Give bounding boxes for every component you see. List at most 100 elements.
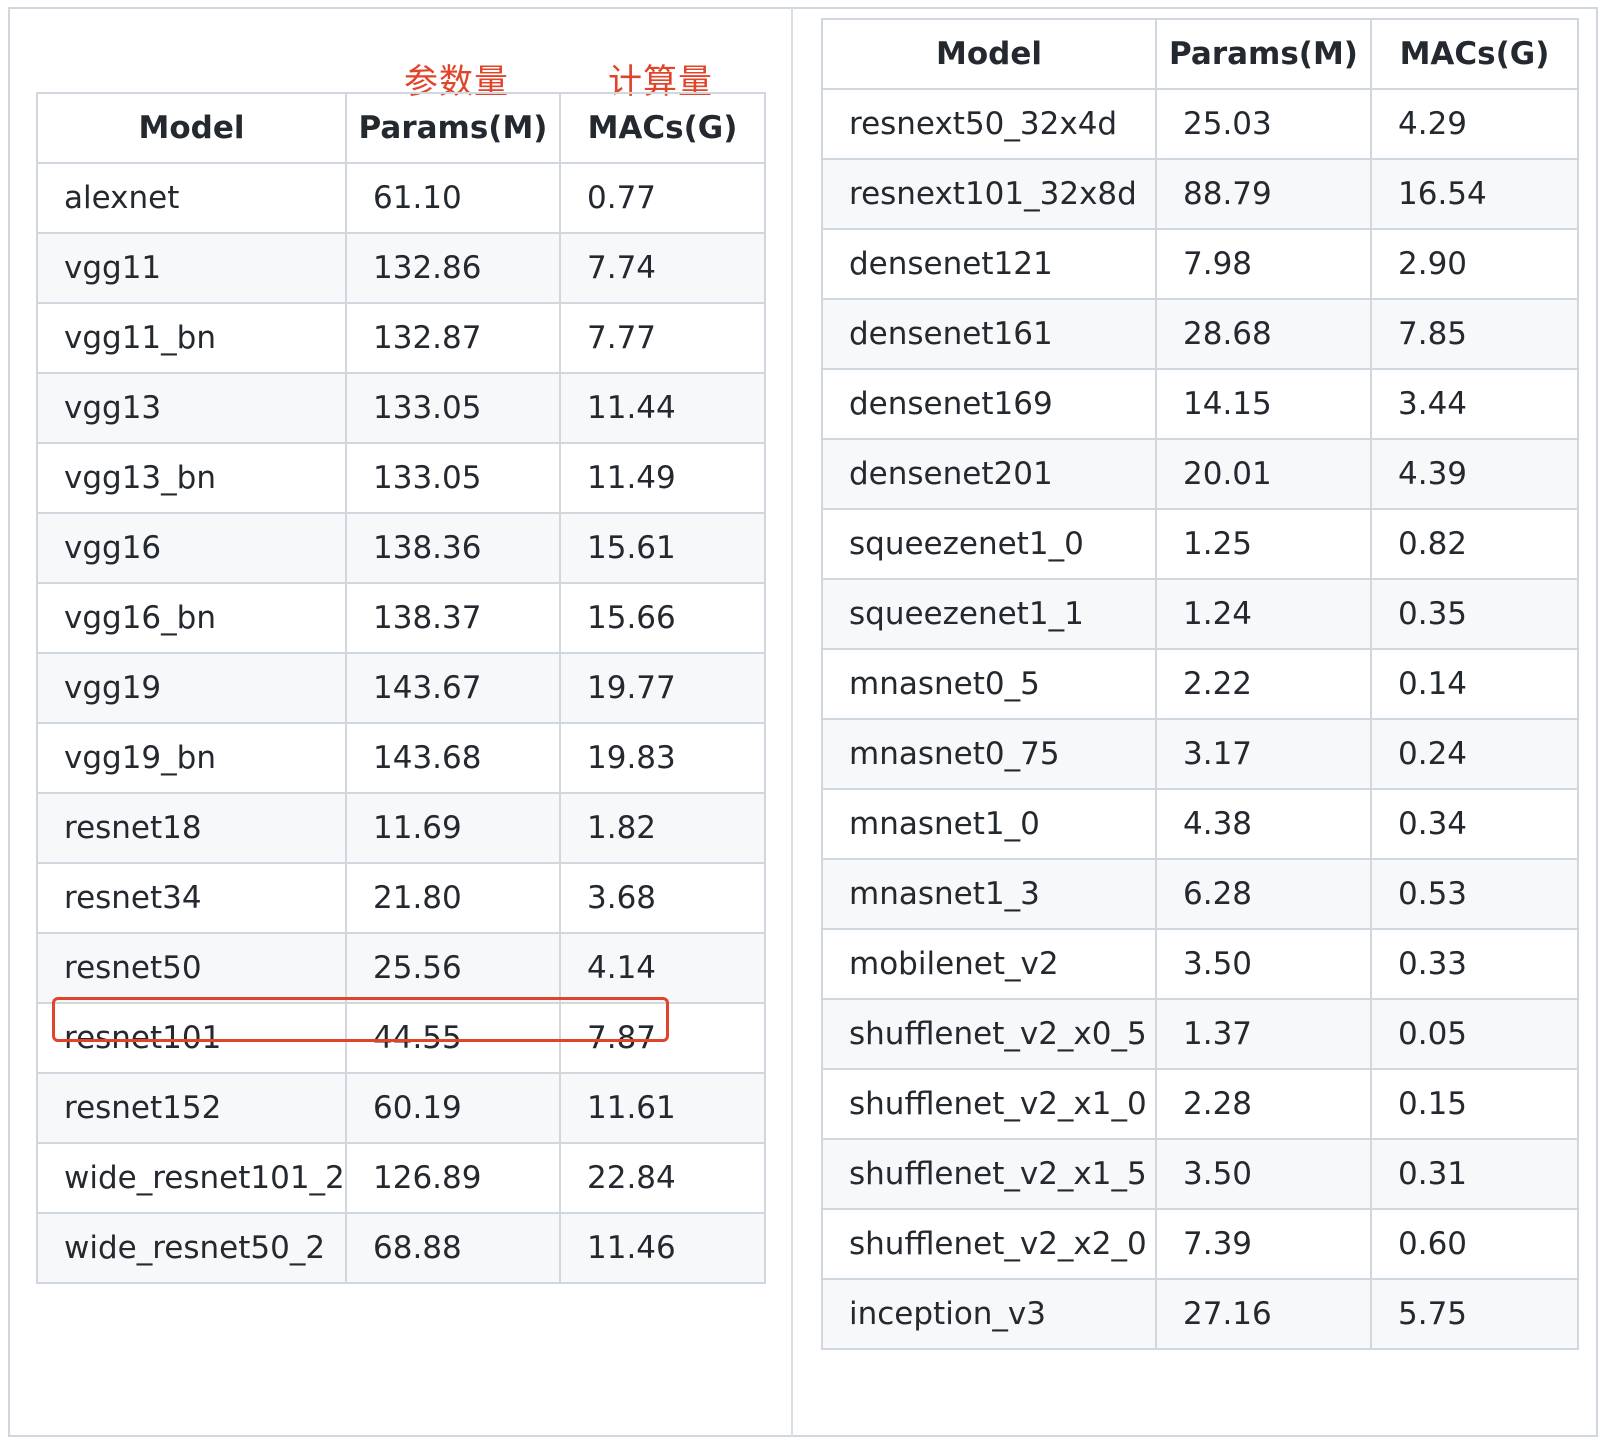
left-model-table: Model Params(M) MACs(G) alexnet 61.10 0.77 vg…	[36, 92, 766, 1284]
cell-params: 2.22	[1155, 648, 1372, 720]
table-row: resnet18 11.69 1.82	[36, 792, 766, 864]
cell-macs: 15.61	[559, 512, 766, 584]
cell-params: 138.37	[345, 582, 561, 654]
cell-model: shufflenet_v2_x1_5	[821, 1138, 1157, 1210]
cell-macs: 0.24	[1370, 718, 1579, 790]
header-macs: MACs(G)	[559, 92, 766, 164]
cell-model: resnext50_32x4d	[821, 88, 1157, 160]
table-row: wide_resnet101_2 126.89 22.84	[36, 1142, 766, 1214]
cell-macs: 2.90	[1370, 228, 1579, 300]
cell-model: wide_resnet50_2	[36, 1212, 347, 1284]
table-row: vgg13_bn 133.05 11.49	[36, 442, 766, 514]
cell-params: 88.79	[1155, 158, 1372, 230]
cell-params: 143.68	[345, 722, 561, 794]
cell-params: 60.19	[345, 1072, 561, 1144]
cell-macs: 0.77	[559, 162, 766, 234]
cell-params: 44.55	[345, 1002, 561, 1074]
cell-params: 1.37	[1155, 998, 1372, 1070]
header-row: Model Params(M) MACs(G)	[821, 18, 1579, 90]
cell-params: 68.88	[345, 1212, 561, 1284]
cell-params: 3.50	[1155, 928, 1372, 1000]
cell-params: 2.28	[1155, 1068, 1372, 1140]
cell-model: vgg16	[36, 512, 347, 584]
cell-macs: 0.14	[1370, 648, 1579, 720]
cell-params: 133.05	[345, 372, 561, 444]
table-row: vgg16 138.36 15.61	[36, 512, 766, 584]
cell-macs: 7.85	[1370, 298, 1579, 370]
table-row: resnext50_32x4d 25.03 4.29	[821, 88, 1579, 160]
table-row: alexnet 61.10 0.77	[36, 162, 766, 234]
table-row: shufflenet_v2_x0_5 1.37 0.05	[821, 998, 1579, 1070]
cell-params: 132.86	[345, 232, 561, 304]
cell-macs: 0.53	[1370, 858, 1579, 930]
cell-model: densenet201	[821, 438, 1157, 510]
cell-model: vgg13	[36, 372, 347, 444]
table-row: vgg11_bn 132.87 7.77	[36, 302, 766, 374]
cell-macs: 4.29	[1370, 88, 1579, 160]
header-row: Model Params(M) MACs(G)	[36, 92, 766, 164]
cell-params: 7.39	[1155, 1208, 1372, 1280]
cell-model: vgg11_bn	[36, 302, 347, 374]
table-row: densenet201 20.01 4.39	[821, 438, 1579, 510]
cell-params: 28.68	[1155, 298, 1372, 370]
cell-macs: 11.46	[559, 1212, 766, 1284]
header-params: Params(M)	[345, 92, 561, 164]
cell-model: mnasnet1_0	[821, 788, 1157, 860]
cell-params: 6.28	[1155, 858, 1372, 930]
cell-macs: 19.83	[559, 722, 766, 794]
cell-macs: 16.54	[1370, 158, 1579, 230]
table-row: wide_resnet50_2 68.88 11.46	[36, 1212, 766, 1284]
table-row: inception_v3 27.16 5.75	[821, 1278, 1579, 1350]
cell-params: 3.50	[1155, 1138, 1372, 1210]
header-model: Model	[36, 92, 347, 164]
cell-macs: 22.84	[559, 1142, 766, 1214]
table-row: vgg16_bn 138.37 15.66	[36, 582, 766, 654]
cell-params: 14.15	[1155, 368, 1372, 440]
cell-params: 143.67	[345, 652, 561, 724]
cell-macs: 0.31	[1370, 1138, 1579, 1210]
cell-params: 20.01	[1155, 438, 1372, 510]
cell-model: shufflenet_v2_x2_0	[821, 1208, 1157, 1280]
cell-macs: 7.87	[559, 1002, 766, 1074]
cell-macs: 0.33	[1370, 928, 1579, 1000]
cell-model: resnet18	[36, 792, 347, 864]
cell-params: 132.87	[345, 302, 561, 374]
cell-macs: 15.66	[559, 582, 766, 654]
table-row: squeezenet1_1 1.24 0.35	[821, 578, 1579, 650]
cell-model: mnasnet0_75	[821, 718, 1157, 790]
table-row: vgg11 132.86 7.74	[36, 232, 766, 304]
cell-model: inception_v3	[821, 1278, 1157, 1350]
table-row: mobilenet_v2 3.50 0.33	[821, 928, 1579, 1000]
cell-macs: 5.75	[1370, 1278, 1579, 1350]
cell-model: mobilenet_v2	[821, 928, 1157, 1000]
cell-params: 133.05	[345, 442, 561, 514]
cell-params: 25.03	[1155, 88, 1372, 160]
cell-macs: 11.44	[559, 372, 766, 444]
table-row: resnet152 60.19 11.61	[36, 1072, 766, 1144]
table-row: vgg13 133.05 11.44	[36, 372, 766, 444]
table-row: resnext101_32x8d 88.79 16.54	[821, 158, 1579, 230]
cell-macs: 11.49	[559, 442, 766, 514]
cell-macs: 0.82	[1370, 508, 1579, 580]
cell-model: resnext101_32x8d	[821, 158, 1157, 230]
header-params: Params(M)	[1155, 18, 1372, 90]
table-row: mnasnet0_5 2.22 0.14	[821, 648, 1579, 720]
cell-model: mnasnet0_5	[821, 648, 1157, 720]
cell-model: shufflenet_v2_x1_0	[821, 1068, 1157, 1140]
table-row: resnet101 44.55 7.87	[36, 1002, 766, 1074]
cell-params: 3.17	[1155, 718, 1372, 790]
cell-macs: 0.35	[1370, 578, 1579, 650]
header-macs: MACs(G)	[1370, 18, 1579, 90]
cell-params: 21.80	[345, 862, 561, 934]
cell-macs: 1.82	[559, 792, 766, 864]
cell-model: vgg16_bn	[36, 582, 347, 654]
cell-params: 27.16	[1155, 1278, 1372, 1350]
table-row: vgg19 143.67 19.77	[36, 652, 766, 724]
cell-macs: 4.14	[559, 932, 766, 1004]
cell-macs: 0.15	[1370, 1068, 1579, 1140]
cell-model: vgg19	[36, 652, 347, 724]
table-row: resnet50 25.56 4.14	[36, 932, 766, 1004]
cell-params: 138.36	[345, 512, 561, 584]
table-row: mnasnet1_3 6.28 0.53	[821, 858, 1579, 930]
cell-model: wide_resnet101_2	[36, 1142, 347, 1214]
